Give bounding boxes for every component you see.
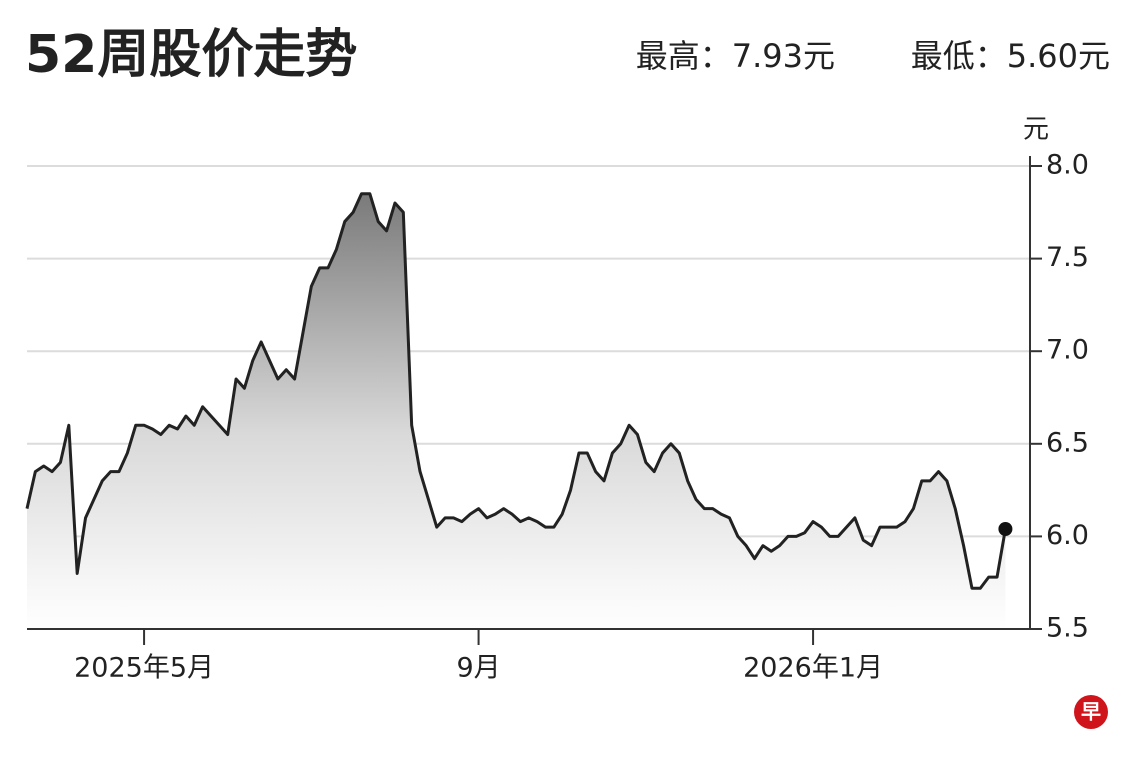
y-tick-label: 5.5 xyxy=(1046,613,1089,644)
y-unit: 元 xyxy=(1023,115,1049,145)
area xyxy=(27,193,1006,629)
y-tick-label: 6.5 xyxy=(1046,427,1089,458)
y-tick-label: 7.0 xyxy=(1046,335,1089,366)
high-label: 最高：7.93元 xyxy=(636,37,835,75)
x-tick-label: 2026年1月 xyxy=(743,653,883,684)
low-label: 最低：5.60元 xyxy=(911,37,1110,75)
plot: 5.5 6.0 6.5 7.0 7.5 8.0 2025年5月 9月 2026年1月 xyxy=(25,150,1089,684)
x-tick-label: 9月 xyxy=(456,653,500,684)
line xyxy=(25,192,1007,590)
y-tick-label: 8.0 xyxy=(1046,150,1089,181)
x-tick-label: 2025年5月 xyxy=(74,653,214,684)
y-tick-label: 6.0 xyxy=(1046,520,1089,551)
chart-title: 52周股价走势 xyxy=(25,25,357,85)
logo-badge xyxy=(1074,695,1108,729)
end-marker xyxy=(998,521,1013,536)
y-tick-label: 7.5 xyxy=(1046,242,1089,273)
logo: 早 xyxy=(1081,700,1101,724)
